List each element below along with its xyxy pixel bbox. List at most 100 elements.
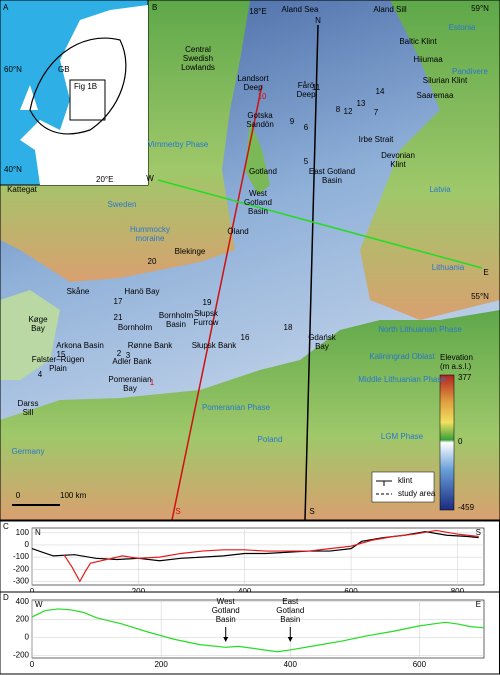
map-label: Basin — [322, 176, 342, 185]
annotation: East — [282, 597, 299, 606]
map-label: Basin — [166, 320, 186, 329]
end-label: S — [476, 528, 481, 537]
map-label: Plain — [49, 364, 67, 373]
map-label: S — [175, 507, 180, 516]
site-number: 8 — [336, 105, 341, 114]
elevation-title: Elevation — [440, 353, 473, 362]
y-tick-label: 100 — [16, 528, 30, 537]
map-label: Pomeranian — [108, 375, 151, 384]
map-label: Estonia — [449, 23, 476, 32]
map-label: S — [309, 507, 314, 516]
legend-label: klint — [398, 476, 413, 485]
legend-label: study area — [398, 489, 436, 498]
map-label: Aland Sill — [373, 5, 407, 14]
map-frame — [0, 0, 500, 521]
map-label: Sill — [23, 408, 34, 417]
site-number: 4 — [38, 370, 43, 379]
profile-line-red — [171, 84, 263, 521]
labels: A B GB Fig 1B 60°N 40°N 20°E 0 100 km kl… — [3, 3, 475, 512]
map-label: W — [146, 174, 154, 183]
y-tick-label: 0 — [25, 633, 30, 642]
scale-label: 0 — [16, 491, 21, 500]
x-tick-label: 0 — [30, 660, 35, 669]
map-label: Central — [185, 45, 211, 54]
inset-ice-limit — [29, 37, 127, 135]
map-label: Vimmerby Phase — [148, 140, 209, 149]
inset-label: 60°N — [4, 65, 22, 74]
site-number: 15 — [57, 350, 66, 359]
map-label: East Gotland — [309, 167, 355, 176]
map-label: Middle Lithuanian Phase — [358, 375, 446, 384]
map-label: Falster–Rügen — [32, 355, 84, 364]
map-label: E — [483, 268, 488, 277]
map-label: Słupsk — [194, 309, 219, 318]
map-label: N — [315, 16, 321, 25]
map-label: Bay — [123, 384, 137, 393]
legend-klint-symbol — [376, 480, 392, 486]
map-label: Bornholm — [118, 323, 153, 332]
map-label: 55°N — [471, 292, 489, 301]
map-label: Gotska — [247, 111, 273, 120]
legend-box — [371, 471, 435, 503]
map-label: Poland — [258, 435, 283, 444]
y-tick-label: 0 — [25, 540, 30, 549]
x-tick-label: 200 — [154, 660, 168, 669]
end-label: E — [476, 600, 481, 609]
land-denmark — [0, 290, 60, 380]
map-label: Rønne Bank — [128, 341, 173, 350]
map-label: Furrow — [194, 318, 219, 327]
map-label: Darss — [18, 399, 39, 408]
y-tick-label: -300 — [13, 576, 30, 585]
profile-line — [63, 529, 479, 583]
inset-label: GB — [58, 65, 70, 74]
profile-line-black — [304, 24, 319, 521]
y-tick-label: -200 — [13, 650, 30, 659]
site-number: 14 — [376, 87, 385, 96]
end-label: N — [35, 528, 41, 537]
site-number: 6 — [304, 123, 309, 132]
site-number: 21 — [114, 313, 123, 322]
site-number: 5 — [304, 157, 309, 166]
map-label: Silurian Klint — [423, 76, 468, 85]
inset-label: Fig 1B — [74, 82, 97, 91]
map-label: Öland — [227, 227, 248, 236]
map-label: Kattegat — [7, 185, 38, 194]
annotation-arrowhead — [287, 637, 293, 642]
site-number: 12 — [344, 107, 353, 116]
y-tick-label: -200 — [13, 564, 30, 573]
y-tick-label: 400 — [16, 597, 30, 606]
map-label: Latvia — [429, 185, 451, 194]
map-label: Sweden — [108, 200, 137, 209]
map-label: Irbe Strait — [359, 135, 394, 144]
panel-letter: D — [3, 593, 9, 602]
site-number: 19 — [203, 298, 212, 307]
map-label: LGM Phase — [381, 432, 424, 441]
map-label: Gdańsk — [308, 333, 337, 342]
map-label: Lowlands — [181, 63, 215, 72]
elevation-bar — [439, 374, 455, 511]
map-label: Hanö Bay — [124, 287, 159, 296]
elevation-title: (m a.s.l.) — [440, 362, 471, 371]
map-label: Baltic Klint — [399, 37, 437, 46]
map-label: Hiiumaa — [413, 55, 443, 64]
y-tick-label: -100 — [13, 552, 30, 561]
annotation: Gotland — [276, 606, 304, 615]
map-label: Słupsk Bank — [192, 341, 237, 350]
panel-letter: A — [3, 3, 9, 12]
map-label: Arkona Basin — [56, 341, 104, 350]
elevation-tick: 377 — [458, 373, 472, 382]
map-label: North Lithuanian Phase — [378, 325, 462, 334]
map-label: Saaremaa — [417, 91, 454, 100]
map-label: Køge — [28, 315, 48, 324]
site-number: 9 — [290, 117, 295, 126]
inset-study-box — [69, 79, 106, 121]
map-label: West — [249, 189, 268, 198]
map-label: Klint — [390, 160, 406, 169]
map-label: Pomeranian Phase — [202, 403, 271, 412]
site-number: 10 — [258, 92, 267, 101]
annotation: West — [217, 597, 236, 606]
land-south — [0, 310, 500, 520]
map-label: Basin — [248, 207, 268, 216]
map-label: Bay — [31, 324, 45, 333]
